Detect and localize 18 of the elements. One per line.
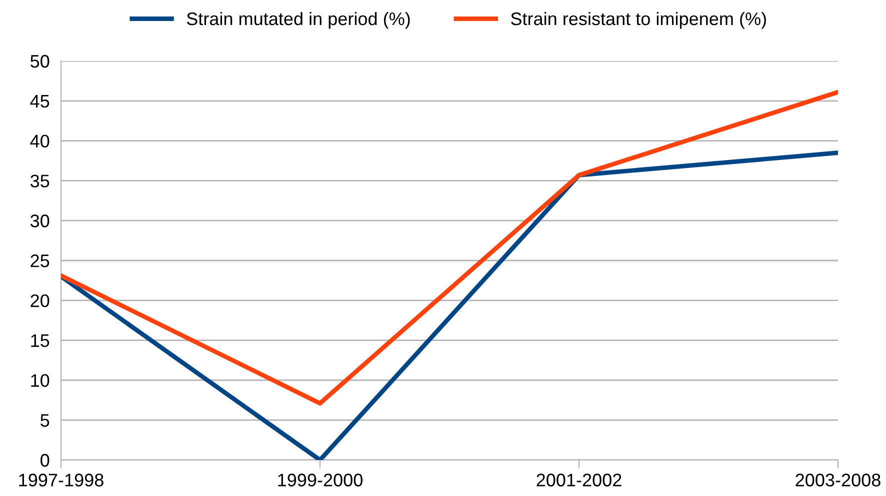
y-tick-label: 20 [30, 294, 50, 308]
y-tick-label: 5 [40, 414, 50, 427]
x-tick-label: 2001-2002 [536, 474, 622, 486]
y-tick-label: 0 [40, 454, 50, 467]
x-tick-label: 1999-2000 [278, 474, 362, 486]
line-series [61, 90, 838, 406]
legend-label: Strain resistant to imipenem (%) [511, 12, 766, 29]
legend-label: Strain mutated in period (%) [186, 12, 410, 29]
y-tick-label: 30 [30, 214, 50, 228]
y-tick-label: 35 [30, 174, 50, 188]
x-tick-label: 2003-2008 [796, 474, 880, 486]
y-tick-label: 40 [30, 134, 50, 148]
x-tick-label: 1997-1998 [19, 474, 104, 486]
y-tick-label: 45 [30, 95, 50, 108]
y-tick-label: 15 [31, 334, 50, 348]
y-tick-label: 50 [30, 54, 50, 68]
y-tick-label: 10 [31, 374, 50, 387]
y-tick-label: 25 [30, 254, 50, 268]
